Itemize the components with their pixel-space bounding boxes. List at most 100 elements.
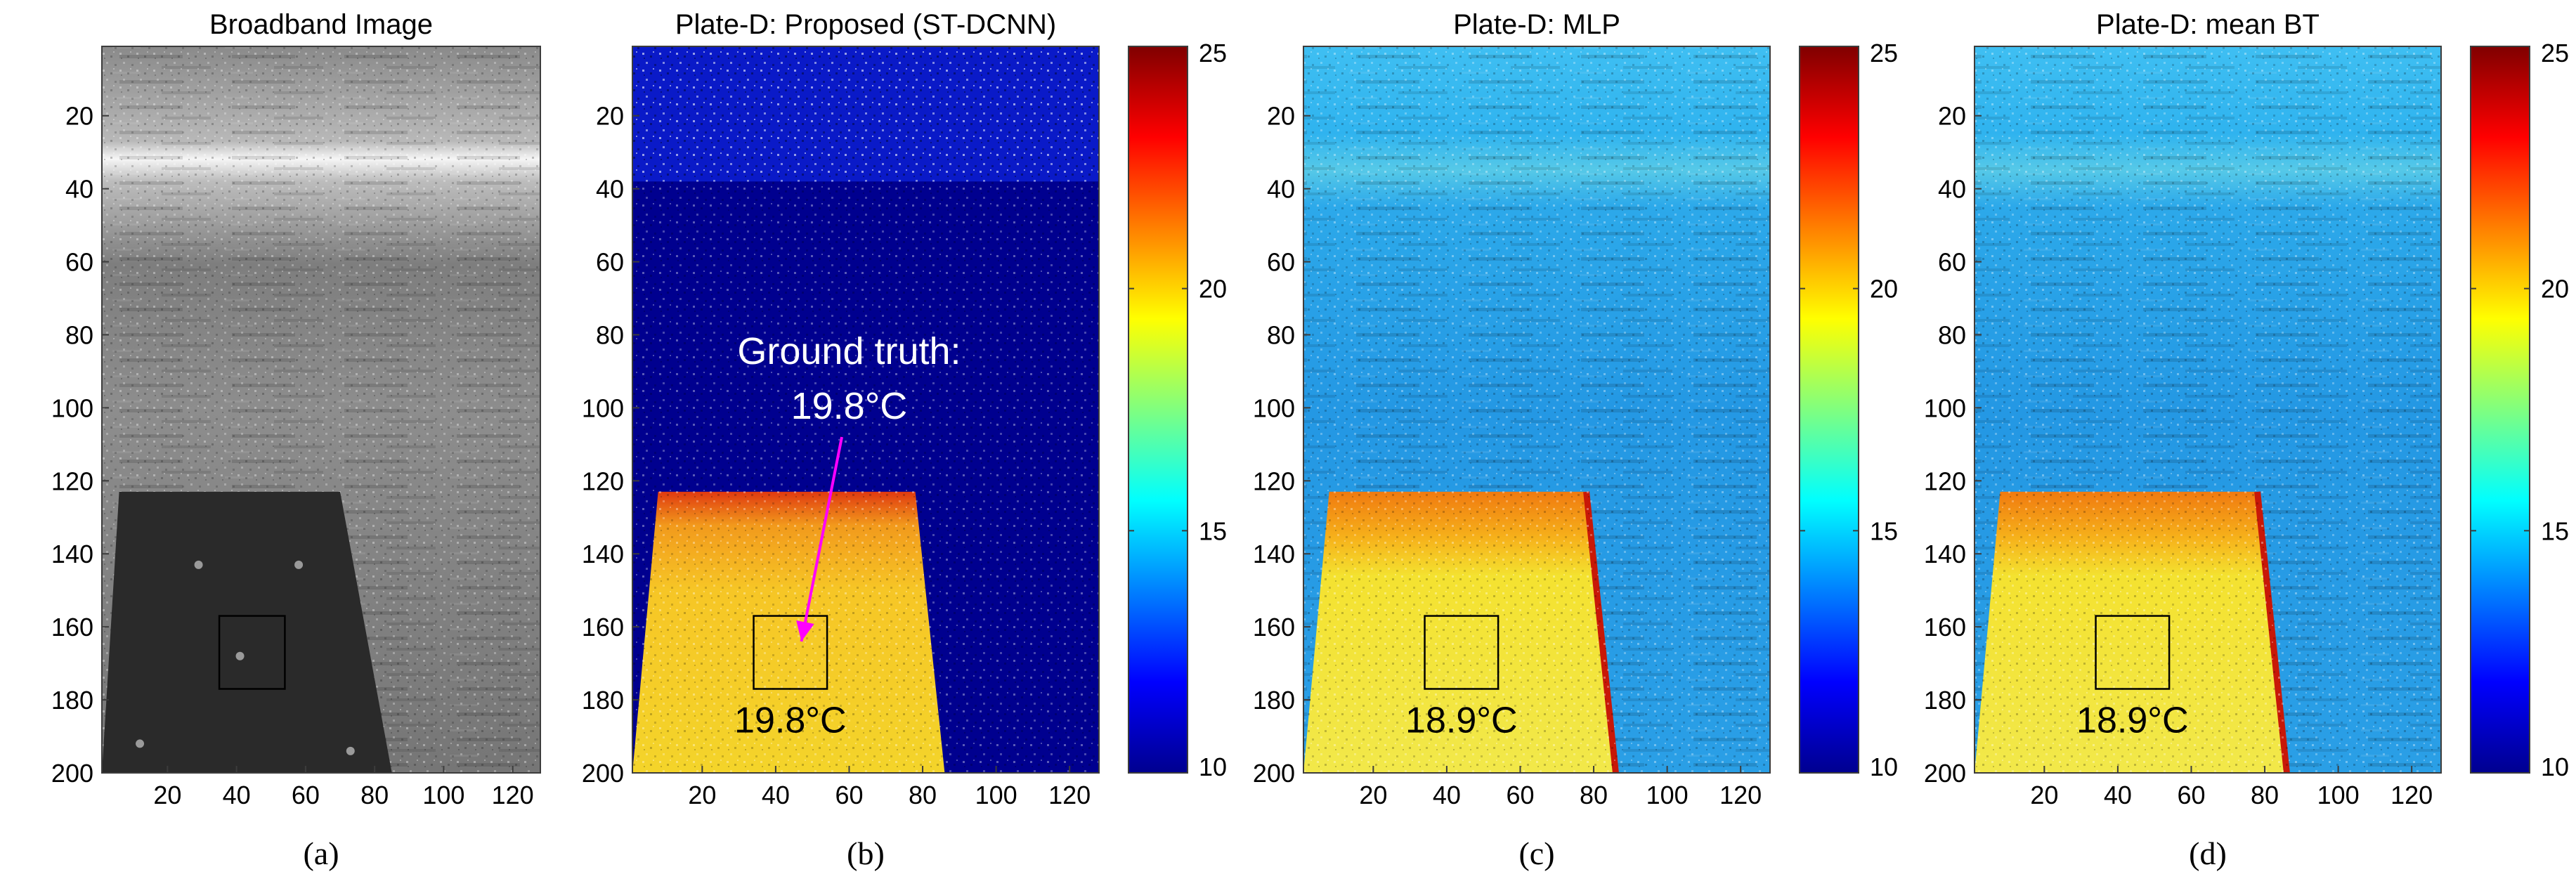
panel-label: (d) (2189, 835, 2227, 871)
y-tick-label: 20 (65, 102, 93, 131)
colorbar-tick-label: 20 (2541, 275, 2569, 304)
plate-marker (346, 746, 355, 755)
x-tick-label: 100 (1646, 781, 1689, 809)
y-tick-label: 100 (1253, 393, 1295, 422)
y-tick-label: 40 (1267, 175, 1295, 204)
colorbar (2471, 46, 2530, 773)
roi-box (218, 615, 286, 690)
sensor-noise (632, 46, 1099, 773)
annotation-line-2: 19.8°C (791, 385, 908, 427)
x-tick-label: 100 (2317, 781, 2360, 809)
colorbar-tick-label: 25 (1870, 39, 1898, 67)
x-tick-label: 60 (292, 781, 320, 809)
x-tick-label: 20 (153, 781, 181, 809)
panel-b: 20 40 60 80 100 120 20 40 60 80 100 120 140 160 180 200… (582, 9, 1227, 871)
axes-frame (101, 46, 541, 774)
y-tick-label: 40 (65, 175, 93, 204)
y-tick-label: 60 (65, 248, 93, 277)
x-tick-label: 80 (1580, 781, 1608, 809)
x-tick-label: 80 (2251, 781, 2279, 809)
annotation-line-1: Ground truth: (737, 330, 961, 372)
panel-label: (a) (303, 835, 339, 871)
plate-region (102, 491, 392, 773)
x-tick-label: 100 (422, 781, 464, 809)
y-tick-label: 20 (596, 102, 624, 131)
y-tick-label: 80 (596, 320, 624, 349)
x-tick-label: 120 (1048, 781, 1091, 809)
panel-title: Plate-D: Proposed (ST-DCNN) (675, 9, 1056, 40)
roi-box (2095, 615, 2171, 690)
colorbar (1128, 46, 1188, 773)
plate-marker (235, 651, 245, 660)
y-tick-label: 160 (582, 613, 624, 641)
panel-title: Plate-D: mean BT (2096, 9, 2320, 40)
image-d (1975, 46, 2441, 773)
y-tick-label: 160 (1924, 613, 1966, 641)
panel-label: (c) (1518, 835, 1554, 871)
axes-frame (632, 46, 1100, 774)
panel-c: 20 40 60 80 100 120 20 40 60 80 100 120 140 160 180 200… (1253, 9, 1898, 871)
plate-marker (294, 560, 304, 569)
y-tick-label: 120 (1253, 467, 1295, 495)
roi-temperature-label: 18.9°C (2076, 700, 2189, 741)
axes-frame (1303, 46, 1771, 774)
y-tick-label: 60 (1267, 248, 1295, 277)
y-tick-label: 100 (51, 393, 93, 422)
colorbar-tick-label: 10 (1870, 753, 1898, 781)
y-tick-label: 60 (596, 248, 624, 277)
panel-title: Broadband Image (209, 9, 433, 40)
sensor-noise (1975, 46, 2441, 773)
colorbar-tick-label: 10 (1199, 753, 1227, 781)
image-c (1303, 46, 1770, 773)
x-tick-label: 80 (909, 781, 937, 809)
y-tick-label: 80 (1938, 320, 1966, 349)
x-tick-label: 60 (1506, 781, 1534, 809)
y-tick-label: 120 (51, 467, 93, 495)
y-tick-label: 180 (1924, 686, 1966, 715)
plate-marker (194, 560, 203, 569)
x-tick-label: 40 (762, 781, 790, 809)
y-tick-label: 80 (65, 320, 93, 349)
y-tick-label: 160 (1253, 613, 1295, 641)
x-tick-label: 20 (688, 781, 716, 809)
y-tick-label: 140 (51, 540, 93, 568)
y-tick-label: 100 (582, 393, 624, 422)
x-tick-label: 80 (360, 781, 389, 809)
colorbar (1800, 46, 1859, 773)
x-tick-label: 60 (2177, 781, 2205, 809)
y-tick-label: 120 (1924, 467, 1966, 495)
y-tick-label: 40 (596, 175, 624, 204)
axes-frame (1974, 46, 2442, 774)
y-tick-label: 140 (1924, 540, 1966, 568)
y-tick-label: 20 (1938, 102, 1966, 131)
x-tick-label: 40 (2104, 781, 2132, 809)
x-tick-label: 20 (1359, 781, 1387, 809)
colorbar-frame (2470, 46, 2530, 774)
x-tick-label: 100 (975, 781, 1017, 809)
x-tick-label: 120 (2390, 781, 2433, 809)
y-tick-label: 140 (582, 540, 624, 568)
x-tick-label: 40 (223, 781, 251, 809)
roi-box (753, 615, 828, 690)
y-tick-label: 200 (1924, 759, 1966, 788)
x-tick-label: 20 (2030, 781, 2058, 809)
annotation-arrow-head (796, 620, 814, 641)
image-b (632, 46, 1099, 773)
colorbar-tick-label: 20 (1199, 275, 1227, 304)
y-tick-label: 200 (1253, 759, 1295, 788)
panel-label: (b) (847, 835, 885, 871)
colorbar-tick-label: 10 (2541, 753, 2569, 781)
panel-title: Plate-D: MLP (1453, 9, 1620, 40)
colorbar-tick-label: 15 (2541, 516, 2569, 545)
y-tick-label: 180 (51, 686, 93, 715)
y-tick-label: 20 (1267, 102, 1295, 131)
image-a (102, 46, 540, 773)
colorbar-tick-label: 15 (1870, 516, 1898, 545)
colorbar-tick-label: 20 (1870, 275, 1898, 304)
y-tick-label: 180 (582, 686, 624, 715)
colorbar-tick-label: 25 (2541, 39, 2569, 67)
y-tick-label: 120 (582, 467, 624, 495)
annotation-arrow-shaft (800, 436, 843, 642)
plate-marker (136, 739, 145, 748)
